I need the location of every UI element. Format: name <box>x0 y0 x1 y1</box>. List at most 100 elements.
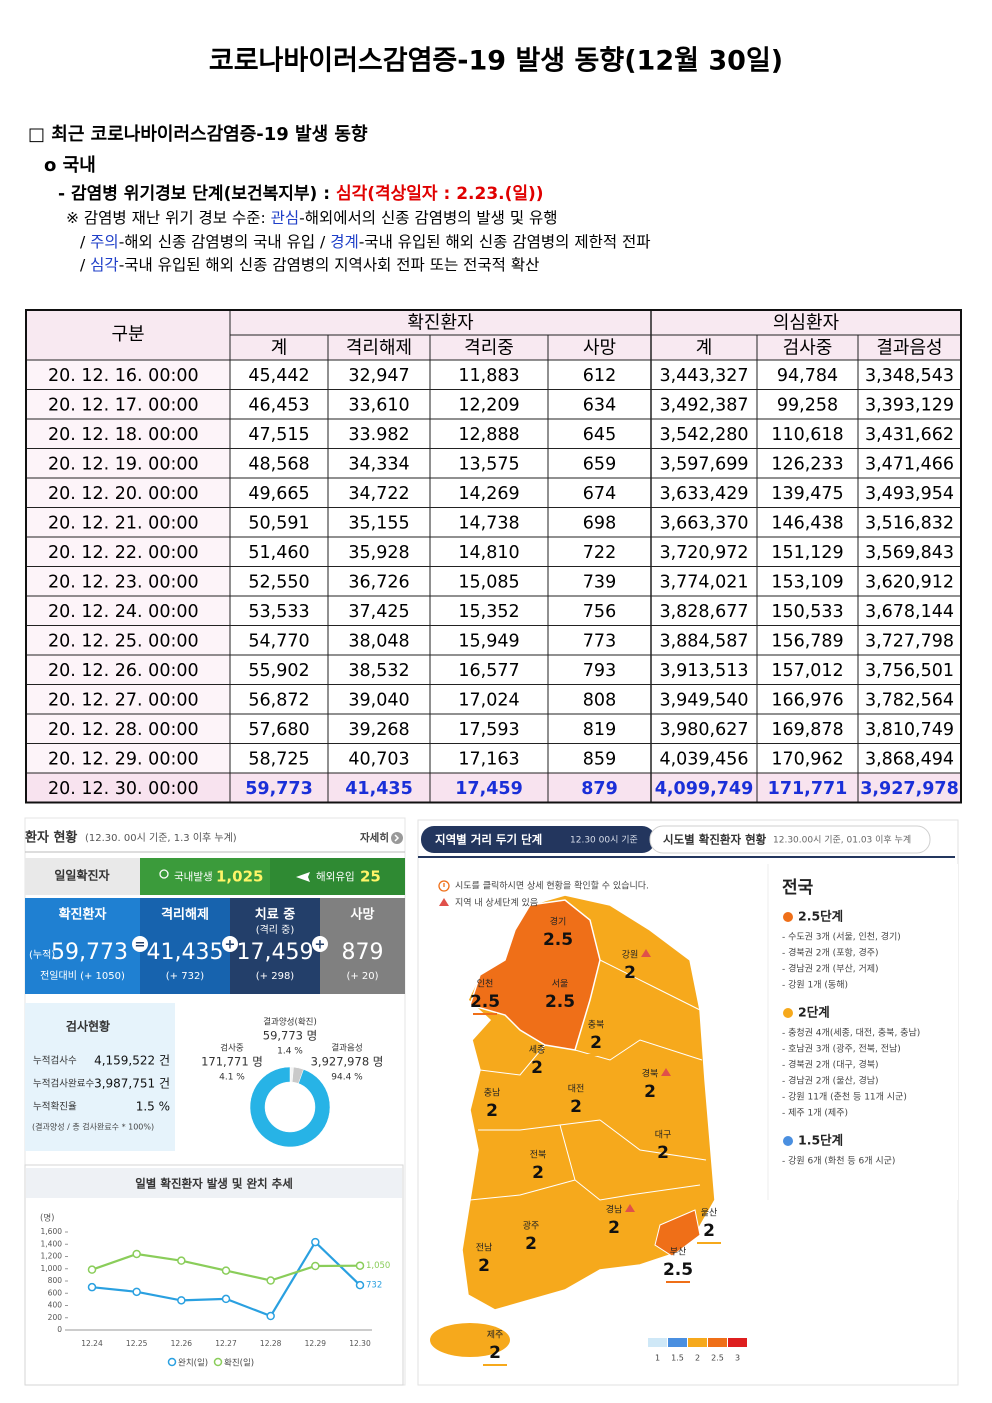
donut-segment <box>249 1066 331 1148</box>
table-cell: 20. 12. 19. 00:00 <box>48 454 199 474</box>
region-level[interactable]: 2 <box>657 1143 669 1163</box>
region-name[interactable]: 인천 <box>477 979 494 990</box>
region-name[interactable]: 경북 <box>642 1068 659 1080</box>
table-cell: 46,453 <box>248 395 309 415</box>
tab-active-bg[interactable] <box>421 826 655 853</box>
table-cell: 20. 12. 25. 00:00 <box>48 631 199 651</box>
map-note: 지역 내 상세단계 있음 <box>455 897 538 909</box>
alert-line: - 감염병 위기경보 단계(보건복지부) : 심각(격상일자 : 2.23.(일… <box>58 184 544 204</box>
scale-label: 3 <box>735 1354 740 1363</box>
region-name[interactable]: 전북 <box>530 1150 547 1161</box>
region-name[interactable]: 대전 <box>568 1084 585 1095</box>
tab-title[interactable]: 시도별 확진환자 현황 <box>663 833 767 847</box>
region-name[interactable]: 광주 <box>523 1220 540 1232</box>
region-level[interactable]: 2 <box>478 1256 490 1276</box>
region-level-swatch <box>697 1242 721 1244</box>
card-change: (+ 298) <box>256 971 295 982</box>
region-level[interactable]: 2 <box>703 1221 715 1241</box>
region-level[interactable]: 2.5 <box>470 992 500 1012</box>
group-title: 1.5단계 <box>798 1133 843 1148</box>
table-cell: 3,620,912 <box>865 572 954 592</box>
table-cell: 41,435 <box>345 779 413 799</box>
group-dot <box>783 1136 793 1146</box>
group-item: - 충청권 4개(세종, 대전, 충북, 충남) <box>782 1027 920 1039</box>
region-name[interactable]: 서울 <box>552 979 569 990</box>
more-link[interactable]: 자세히 <box>360 831 389 844</box>
tab-inactive-bg[interactable] <box>649 825 931 854</box>
table-cell: 20. 12. 18. 00:00 <box>48 425 199 445</box>
table-cell: 11,883 <box>458 366 519 386</box>
table-cell: 659 <box>583 454 616 474</box>
table-cell: 793 <box>583 661 616 681</box>
table-cell: 3,471,466 <box>865 454 954 474</box>
region-name[interactable]: 강원 <box>622 950 639 961</box>
region-level[interactable]: 2 <box>486 1101 498 1121</box>
region-name[interactable]: 경기 <box>550 916 567 928</box>
table-cell: 15,352 <box>458 602 519 622</box>
table-border <box>25 309 962 804</box>
card-prefix: (누적) <box>29 949 55 961</box>
region-name[interactable]: 부산 <box>670 1247 687 1258</box>
region-level[interactable]: 2 <box>624 963 636 983</box>
region-name[interactable]: 충남 <box>484 1088 501 1099</box>
y-tick-label: 1,200 <box>41 1252 63 1261</box>
point <box>355 1261 365 1270</box>
table-cell: 674 <box>583 484 616 504</box>
y-tick-label: 600 <box>48 1288 63 1297</box>
table-cell: 52,550 <box>248 572 309 592</box>
tab-title[interactable]: 지역별 거리 두기 단계 <box>435 833 542 847</box>
operator: + <box>315 938 326 953</box>
card-value: 879 <box>342 940 384 965</box>
point <box>132 1287 141 1297</box>
region-level-swatch <box>483 1364 507 1366</box>
region-level[interactable]: 2 <box>489 1343 501 1363</box>
dashboard-title: 환자 현황 <box>25 830 77 846</box>
table-cell: 645 <box>583 425 616 445</box>
region-name[interactable]: 제주 <box>487 1330 504 1341</box>
table-cell: 157,012 <box>771 661 843 681</box>
table-cell: 146,438 <box>771 513 843 533</box>
region-name[interactable]: 충북 <box>588 1020 605 1031</box>
region-name[interactable]: 전남 <box>476 1243 493 1254</box>
table-cell: 3,720,972 <box>659 543 748 563</box>
region-level-swatch <box>519 1255 543 1257</box>
text-span: 관심 <box>271 209 300 227</box>
region-level[interactable]: 2 <box>590 1033 602 1053</box>
table-cell: 20. 12. 17. 00:00 <box>48 395 199 415</box>
card-value: 41,435 <box>147 940 224 965</box>
region-level[interactable]: 2 <box>608 1218 620 1238</box>
table-cell: 110,618 <box>771 425 843 445</box>
region-name[interactable]: 울산 <box>701 1208 718 1219</box>
scale-swatch <box>708 1338 727 1347</box>
table-cell: 55,902 <box>248 661 309 681</box>
x-tick-label: 12.27 <box>215 1339 237 1348</box>
region-level[interactable]: 2 <box>570 1097 582 1117</box>
table-cell: 37,425 <box>348 602 409 622</box>
region-level[interactable]: 2 <box>531 1058 543 1078</box>
table-cell: 3,542,280 <box>659 425 748 445</box>
card-title: 사망 <box>351 907 375 923</box>
text-span: -국내 유입된 해외 신종 감염병의 제한적 전파 <box>359 233 651 251</box>
region-level[interactable]: 2 <box>644 1082 656 1102</box>
table-cell: 808 <box>583 690 616 710</box>
y-tick-label: 200 <box>48 1313 63 1322</box>
region-level[interactable]: 2.5 <box>663 1260 693 1280</box>
table-cell: 150,533 <box>771 602 843 622</box>
region-level[interactable]: 2 <box>532 1163 544 1183</box>
table-cell: 20. 12. 30. 00:00 <box>48 779 199 799</box>
region-level[interactable]: 2.5 <box>543 930 573 950</box>
table-cell: 47,515 <box>248 425 309 445</box>
region-name[interactable]: 대구 <box>655 1130 672 1141</box>
region-level[interactable]: 2 <box>525 1234 537 1254</box>
region-level[interactable]: 2.5 <box>545 992 575 1012</box>
table-cell: 17,459 <box>455 779 523 799</box>
region-name[interactable]: 경남 <box>606 1204 623 1216</box>
region-name[interactable]: 세종 <box>529 1045 546 1056</box>
operator-badge <box>132 936 148 952</box>
table-cell: 139,475 <box>771 484 843 504</box>
region-level-swatch <box>546 951 570 953</box>
table-cell: 3,727,798 <box>865 631 954 651</box>
value-label: 1,050 <box>366 1261 390 1271</box>
table-cell: 4,039,456 <box>659 749 748 769</box>
chart-title-bg <box>26 1168 402 1198</box>
